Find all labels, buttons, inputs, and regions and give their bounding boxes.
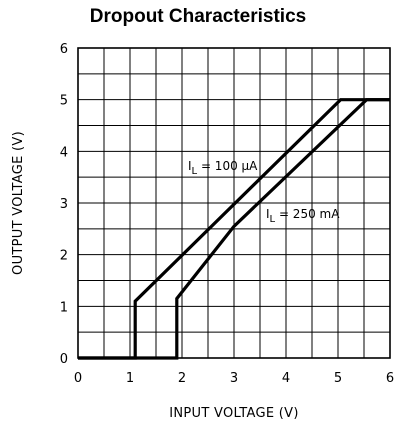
y-tick-label: 2 bbox=[60, 249, 68, 264]
x-tick-label: 1 bbox=[126, 371, 134, 386]
y-tick-label: 1 bbox=[60, 300, 68, 315]
series-label-1: IL = 100 µA bbox=[188, 159, 258, 177]
series-line-2 bbox=[78, 98, 390, 360]
x-axis-label: INPUT VOLTAGE (V) bbox=[169, 406, 299, 421]
x-tick-label: 6 bbox=[386, 371, 394, 386]
x-tick-label: 0 bbox=[74, 371, 82, 386]
y-tick-label: 3 bbox=[60, 197, 68, 212]
grid bbox=[78, 48, 390, 358]
x-tick-labels: 0 1 2 3 4 5 6 bbox=[74, 371, 394, 386]
y-tick-labels: 0 1 2 3 4 5 6 bbox=[60, 42, 68, 367]
y-tick-label: 6 bbox=[60, 42, 68, 57]
x-tick-label: 5 bbox=[334, 371, 342, 386]
x-tick-label: 3 bbox=[230, 371, 238, 386]
plot-frame bbox=[77, 47, 391, 359]
y-tick-label: 0 bbox=[60, 352, 68, 367]
series-labels: IL = 100 µA IL = 250 mA bbox=[188, 159, 340, 225]
x-tick-label: 2 bbox=[178, 371, 186, 386]
y-tick-label: 4 bbox=[60, 145, 68, 160]
y-tick-label: 5 bbox=[60, 94, 68, 109]
chart-title: Dropout Characteristics bbox=[89, 6, 307, 27]
x-tick-label: 4 bbox=[282, 371, 290, 386]
series-label-2: IL = 250 mA bbox=[266, 207, 340, 225]
y-axis-label: OUTPUT VOLTAGE (V) bbox=[11, 131, 26, 275]
series-lines bbox=[78, 98, 390, 360]
